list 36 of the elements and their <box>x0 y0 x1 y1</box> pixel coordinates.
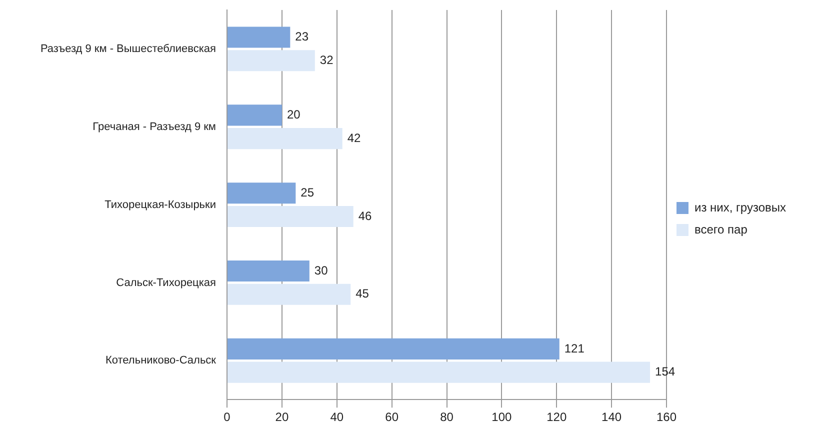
x-tick-label: 80 <box>440 410 454 424</box>
x-tick-label: 20 <box>275 410 289 424</box>
bar <box>228 362 650 383</box>
x-tick-label: 140 <box>602 410 622 424</box>
data-label: 46 <box>358 208 372 223</box>
bar <box>228 128 342 150</box>
x-tick-label: 100 <box>492 410 512 424</box>
legend-label: всего пар <box>694 222 748 236</box>
bar <box>228 338 560 360</box>
bar <box>228 206 354 228</box>
data-label: 23 <box>295 30 309 44</box>
bar <box>228 104 282 126</box>
data-label: 30 <box>314 263 328 278</box>
data-label: 42 <box>347 130 362 145</box>
x-tick-label: 0 <box>224 410 231 424</box>
x-tick-label: 160 <box>656 410 677 424</box>
data-label: 154 <box>655 364 676 379</box>
y-tick-label: Сальск-Тихорецкая <box>116 276 216 289</box>
x-tick-label: 40 <box>330 410 344 424</box>
y-tick-label: Котельниково-Сальск <box>105 354 216 367</box>
y-tick-label: Гречаная - Разъезд 9 км <box>92 120 216 133</box>
data-label: 45 <box>356 286 370 301</box>
y-tick-label: Тихорецкая-Козырьки <box>104 198 216 211</box>
bar <box>228 260 310 282</box>
bar <box>228 50 315 72</box>
bar <box>228 182 296 204</box>
bar <box>228 26 290 48</box>
x-tick-label: 60 <box>385 410 399 424</box>
data-label: 121 <box>564 341 585 356</box>
data-label: 25 <box>300 185 314 200</box>
x-tick-label: 120 <box>546 410 567 424</box>
data-label: 20 <box>286 108 301 122</box>
legend-label: из них, грузовых <box>694 200 786 214</box>
data-label: 32 <box>320 52 334 67</box>
y-tick-label: Разъезд 9 км - Вышестеблиевская <box>40 42 216 55</box>
bar <box>228 284 351 305</box>
